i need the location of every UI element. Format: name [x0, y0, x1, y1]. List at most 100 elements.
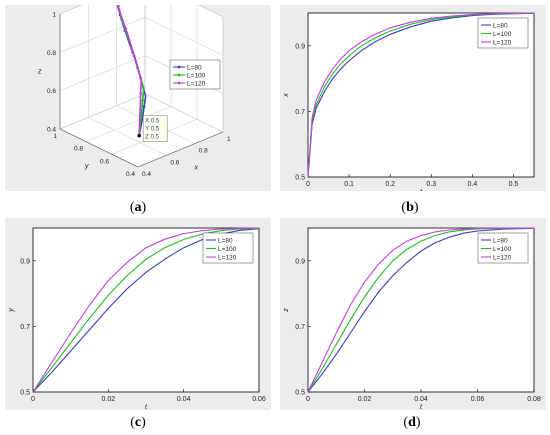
legend-label-d-1: L=100	[493, 246, 512, 253]
series-line-d-0	[307, 227, 535, 393]
trajectory-marker-2-6	[132, 54, 136, 58]
y-tick-label-d-1: 0.7	[295, 324, 305, 331]
legend-marker-a-0	[177, 65, 181, 69]
x-tick-label-b-1: 0.1	[344, 181, 354, 188]
legend-label-a-1: L=100	[187, 73, 206, 80]
x-axis-label-a: x	[194, 165, 199, 172]
y-tick-label-d-0: 0.5	[295, 390, 305, 397]
datatip-x: X 0.5	[145, 119, 160, 125]
grid-floor-y-3	[59, 93, 146, 130]
series-line-b-2	[307, 12, 535, 178]
y-tick-label-a-2: 0.8	[74, 146, 83, 153]
grid-wall-y-h-3	[59, 5, 83, 15]
y-tick-label-d-2: 0.9	[295, 258, 305, 265]
y-tick-label-b-0: 0.5	[295, 175, 305, 182]
datatip-box	[142, 115, 168, 142]
y-tick-label-b-2: 0.9	[295, 43, 305, 50]
legend-label-d-2: L=120	[493, 255, 512, 262]
x-tick-label-d-2: 0.04	[414, 396, 428, 403]
x-tick-label-d-1: 0.02	[358, 396, 372, 403]
chart-d-svg: 0 0.02 0.04 0.06 0.08 0.5 0.7 0.9 t z L=80L=100 L=1…	[283, 227, 541, 410]
legend-label-c-0: L=80	[218, 238, 233, 245]
caption-d: (d)	[403, 415, 421, 430]
panel-a: 0.4 0.6 0.8 1 0.4 0.6 0.8 1 0.4 0.6 0.8 1 x y z X 0.5 Y …	[5, 5, 271, 191]
caption-a: (a)	[129, 200, 147, 215]
x-tick-label-c-0: 0	[31, 396, 35, 403]
grid-floor-x-1	[88, 117, 167, 156]
caption-c: (c)	[130, 415, 146, 430]
legend-marker-a-1	[177, 73, 181, 77]
y-axis-label-a: y	[84, 163, 89, 170]
x-axis-label-d: t	[420, 404, 423, 410]
grid-floor-y-2	[85, 106, 172, 142]
z-tick-label-a-2: 0.8	[47, 50, 56, 57]
grid-floor-x-3	[144, 93, 224, 133]
x-tick-label-b-5: 0.5	[509, 181, 519, 188]
trajectory-marker-2-9	[124, 27, 128, 31]
legend-label-c-1: L=100	[218, 246, 237, 253]
y-tick-label-a-1: 0.6	[100, 158, 109, 165]
series-line-d-1	[307, 227, 535, 393]
x-tick-label-b-3: 0.3	[426, 181, 436, 188]
x-tick-label-b-4: 0.4	[467, 181, 477, 188]
y-tick-label-a-3: 1	[53, 133, 57, 140]
grid-wall-y-h-1	[59, 55, 146, 91]
x-tick-label-c-2: 0.04	[177, 396, 191, 403]
y-tick-label-c-1: 0.7	[20, 324, 30, 331]
legend-label-b-2: L=120	[493, 40, 512, 47]
z-tick-label-a-1: 0.6	[47, 88, 56, 95]
z-tick-label-a-0: 0.4	[47, 127, 56, 134]
x-axis-line	[137, 131, 224, 168]
chart-b-svg: 0 0.1 0.2 0.3 0.4 0.5 0.5 0.7 0.9 t x L=80L=100 L=12…	[283, 12, 535, 191]
x-tick-label-c-3: 0.06	[252, 396, 266, 403]
chart-c-svg: 0 0.02 0.04 0.06 0.5 0.7 0.9 t y L=80L=100 L=120	[8, 227, 266, 410]
y-axis-label-c: y	[8, 308, 15, 313]
panel-b: 0 0.1 0.2 0.3 0.4 0.5 0.5 0.7 0.9 t x L=80L=100 L=12…	[280, 5, 546, 191]
trajectory-2	[117, 5, 143, 136]
panel-d: 0 0.02 0.04 0.06 0.08 0.5 0.7 0.9 t z L=80 L=100 L=1…	[280, 218, 546, 410]
y-axis-label-b: x	[283, 93, 290, 98]
legend-label-d-0: L=80	[493, 238, 508, 245]
x-tick-label-d-0: 0	[306, 396, 310, 403]
z-axis-label-a: z	[37, 69, 42, 76]
grid-wall-y-h-2	[59, 17, 146, 53]
datatip-y: Y 0.5	[145, 127, 160, 133]
x-axis-label-b: t	[420, 189, 423, 191]
series-line-c-2	[32, 227, 260, 393]
legend-box-c	[202, 232, 254, 264]
x-tick-label-a-2: 0.8	[199, 148, 208, 155]
z-tick-label-a-3: 1	[52, 12, 56, 19]
x-tick-label-a-1: 0.6	[170, 159, 179, 166]
trajectory-marker-2-3	[139, 92, 143, 95]
legend-label-b-1: L=100	[493, 31, 512, 38]
x-tick-label-a-0: 0.4	[142, 171, 151, 178]
grid-wall-x-h-3	[197, 5, 224, 18]
x-axis-label-c: t	[145, 404, 148, 410]
series-line-d-2	[307, 227, 534, 393]
series-line-c-1	[32, 227, 260, 393]
trajectory-marker-1-3	[141, 99, 145, 102]
legend-label-a-0: L=80	[187, 65, 202, 72]
x-tick-label-d-3: 0.06	[471, 396, 485, 403]
x-tick-label-a-3: 1	[227, 136, 231, 143]
y-axis-line	[59, 128, 139, 168]
panel-c: 0 0.02 0.04 0.06 0.5 0.7 0.9 t y L=80 L=100 L=120	[5, 218, 271, 410]
y-tick-label-b-1: 0.7	[295, 109, 305, 116]
trajectory-marker-2-12	[117, 8, 121, 12]
legend-label-b-0: L=80	[493, 23, 508, 30]
y-axis-label-d: z	[283, 308, 290, 313]
x-tick-label-b-2: 0.2	[385, 181, 395, 188]
y-tick-label-c-0: 0.5	[20, 390, 30, 397]
grid-wall-x-h-2	[144, 17, 224, 56]
legend-box-b	[477, 17, 529, 49]
trajectory-marker-0-3	[142, 105, 146, 108]
caption-b: (b)	[401, 200, 419, 215]
x-tick-label-b-0: 0	[306, 181, 310, 188]
x-tick-label-d-4: 0.08	[527, 396, 541, 403]
datatip-z: Z 0.5	[145, 135, 159, 141]
y-tick-label-a-0: 0.4	[126, 171, 135, 178]
legend-label-c-2: L=120	[218, 255, 237, 262]
datatip-point	[137, 133, 141, 138]
legend-marker-a-2	[177, 81, 181, 85]
